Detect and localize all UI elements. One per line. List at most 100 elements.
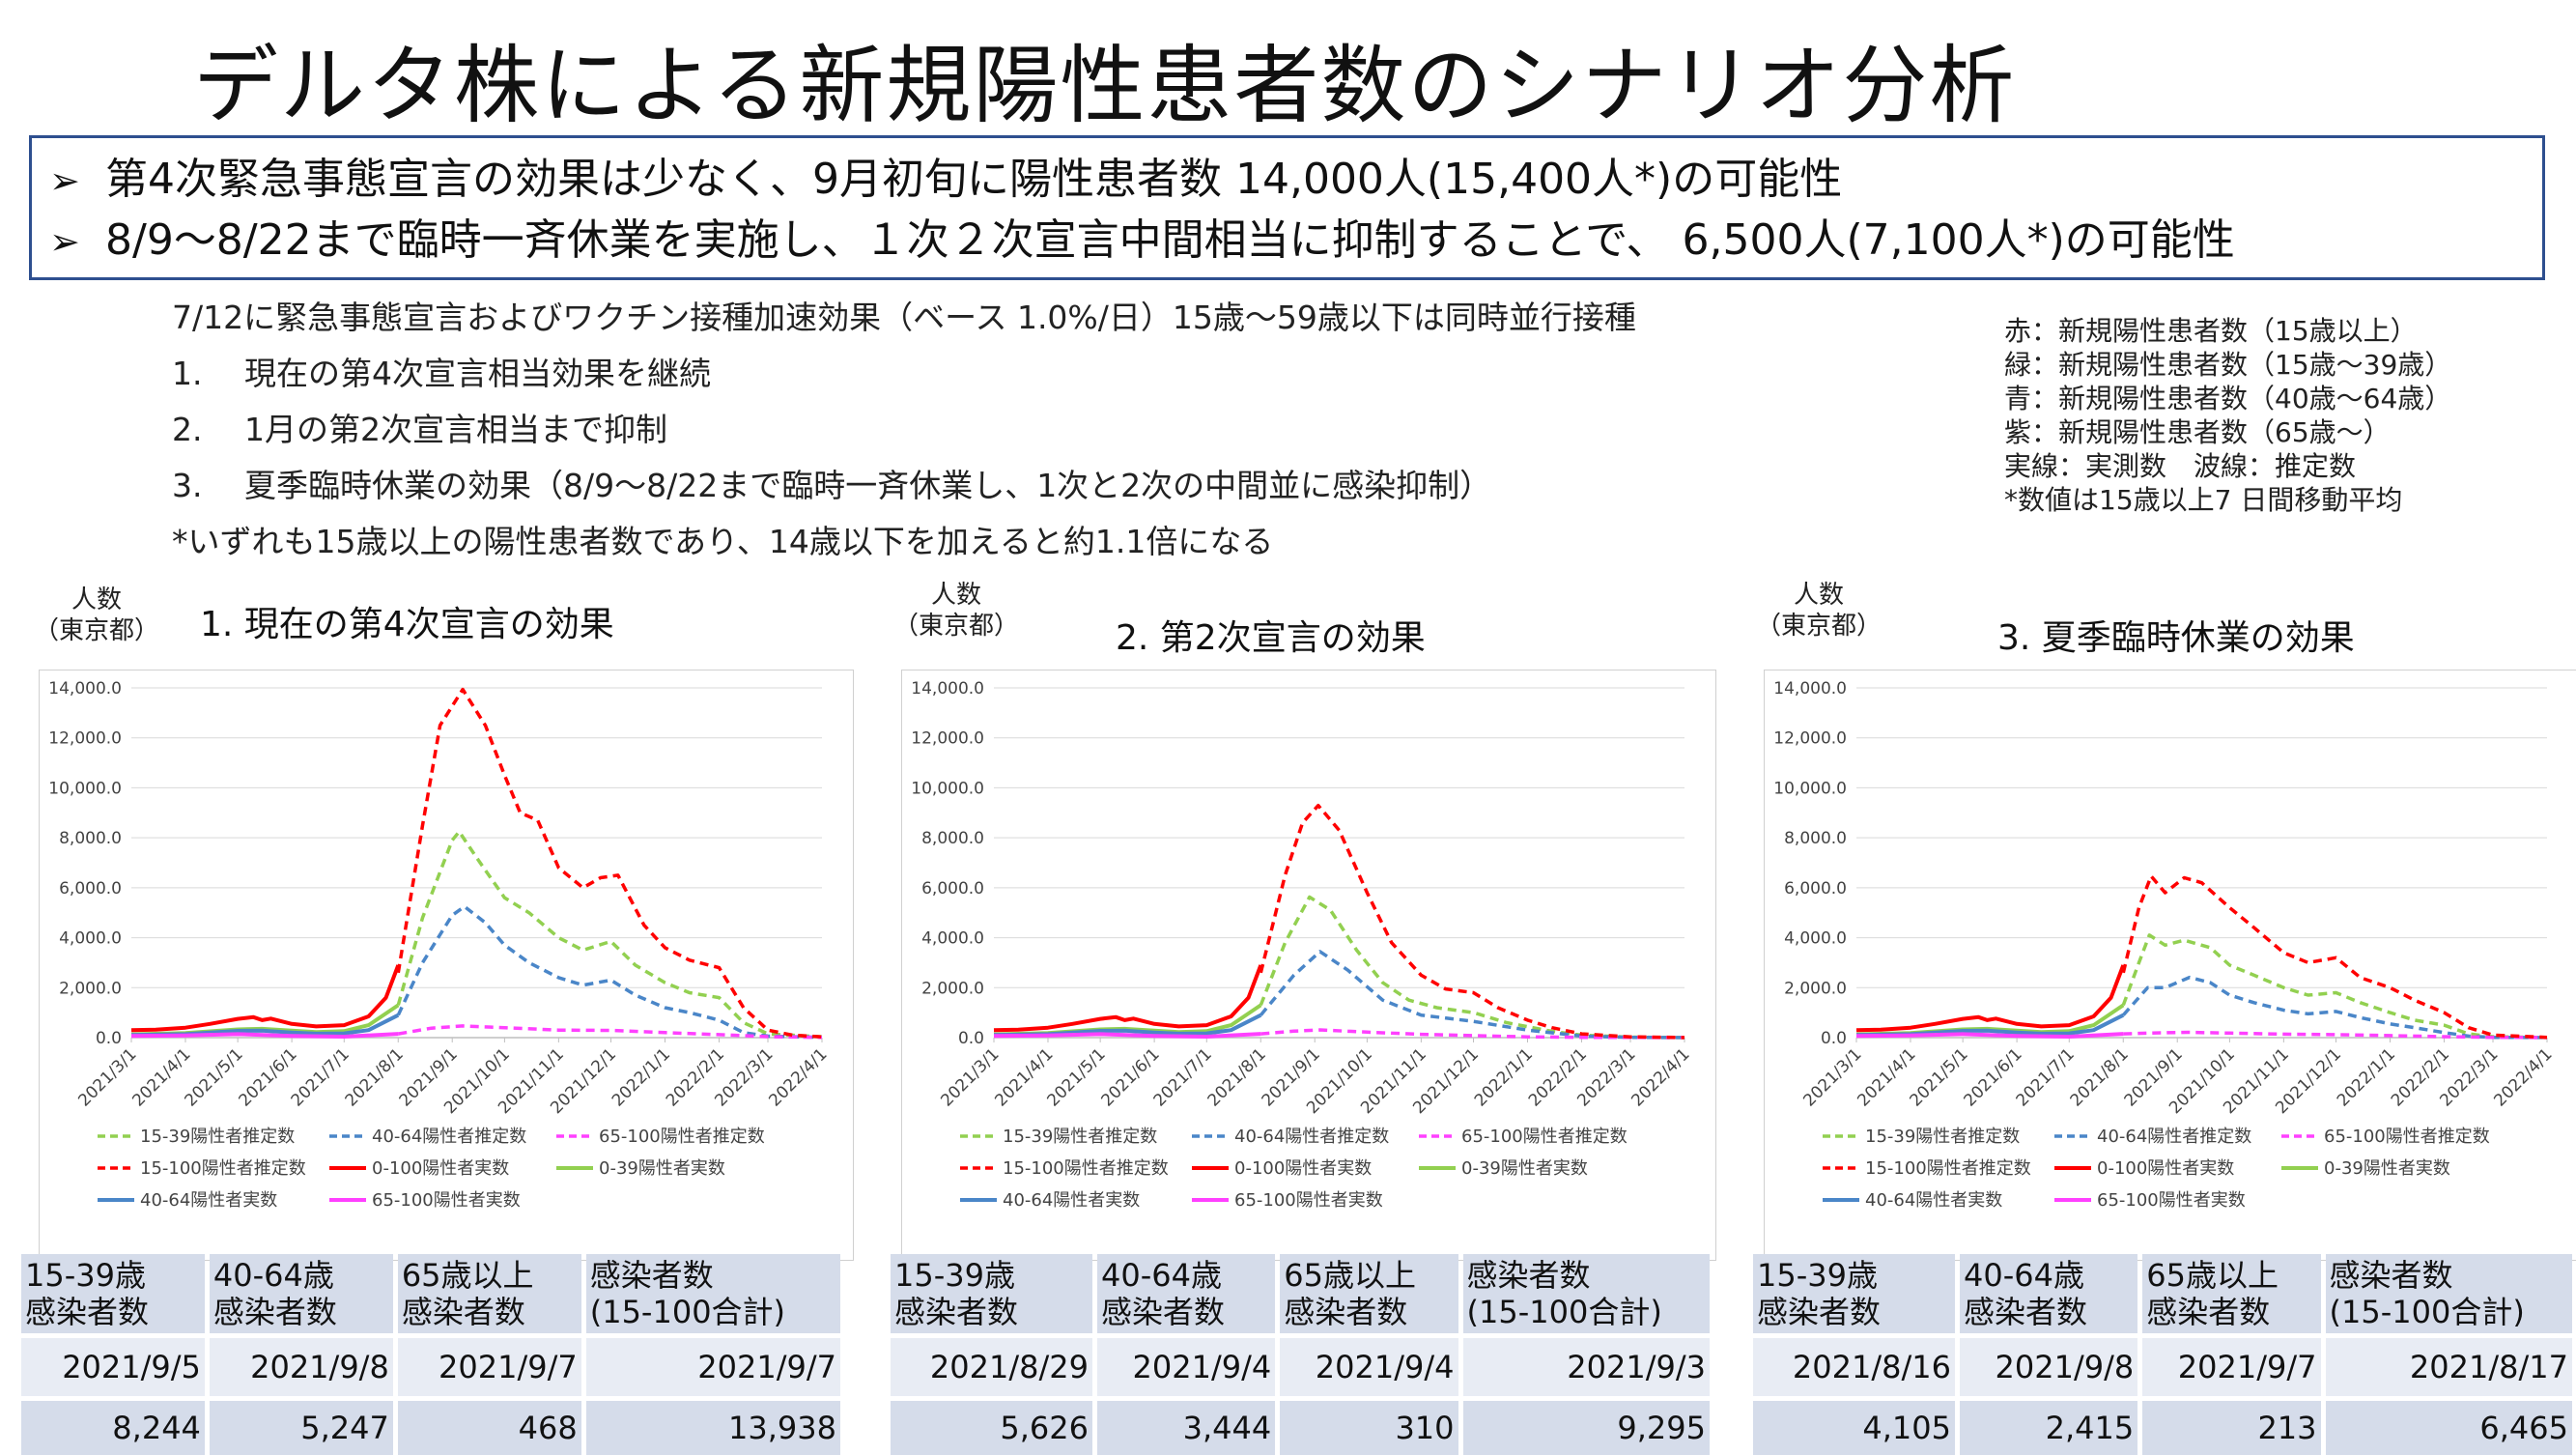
x-tick-label: 2021/5/1 bbox=[1044, 1044, 1110, 1110]
series-line bbox=[130, 964, 401, 1033]
legend-label: 65-100陽性者実数 bbox=[1234, 1190, 1383, 1211]
line-chart: 0.0 2,000.0 4,000.0 6,000.0 8,000.0 10,000.0 1… bbox=[1773, 679, 2556, 1211]
table-value-row: 5,626 3,444 310 9,295 bbox=[891, 1401, 1710, 1455]
header-line: 感染者数 bbox=[1963, 1294, 2087, 1330]
x-tick-label: 2022/1/1 bbox=[1471, 1044, 1537, 1110]
y-tick-label: 8,000.0 bbox=[921, 829, 984, 848]
header-line: 感染者数 bbox=[401, 1294, 525, 1330]
table-header-row: 15-39歳 感染者数 40-64歳 感染者数 65歳以上 感染者数 感染者数 (15-100… bbox=[1753, 1254, 2572, 1333]
scenario-panel-3: 人数 （東京都） 3. 夏季臨時休業の効果 0.0 2,000.0 4,000.0 6… bbox=[1753, 575, 2576, 1455]
peak-value-cell: 4,105 bbox=[1753, 1401, 1955, 1455]
peak-date-cell: 2021/9/4 bbox=[1280, 1338, 1458, 1396]
table-header-cell: 40-64歳 感染者数 bbox=[209, 1254, 393, 1333]
series-line bbox=[396, 687, 823, 1039]
legend-label: 0-39陽性者実数 bbox=[599, 1158, 725, 1179]
legend-label: 65-100陽性者実数 bbox=[372, 1190, 521, 1211]
table-date-row: 2021/9/5 2021/9/8 2021/9/7 2021/9/7 bbox=[21, 1338, 840, 1396]
table-date-row: 2021/8/16 2021/9/8 2021/9/7 2021/8/17 bbox=[1753, 1338, 2572, 1396]
peak-date-cell: 2021/9/7 bbox=[585, 1338, 840, 1396]
x-tick-label: 2021/3/1 bbox=[937, 1044, 1003, 1110]
y-tick-label: 6,000.0 bbox=[59, 879, 122, 899]
legend-label: 0-100陽性者実数 bbox=[1234, 1158, 1372, 1179]
x-tick-label: 2021/7/1 bbox=[1150, 1044, 1216, 1110]
table-header-cell: 感染者数 (15-100合計) bbox=[2325, 1254, 2572, 1333]
legend-label: 40-64陽性者推定数 bbox=[1234, 1127, 1389, 1147]
summary-text-1: 第4次緊急事態宣言の効果は少なく、9月初旬に陽性患者数 14,000人(15,4… bbox=[105, 155, 1843, 204]
legend-note-line: *数値は15歳以上7 日間移動平均 bbox=[2004, 484, 2403, 516]
y-tick-label: 10,000.0 bbox=[48, 779, 122, 798]
peak-value-cell: 5,626 bbox=[891, 1401, 1092, 1455]
table-header-cell: 感染者数 (15-100合計) bbox=[1462, 1254, 1710, 1333]
legend-note-line: 赤：新規陽性患者数（15歳以上） bbox=[2004, 315, 2418, 347]
unit-label-line: 人数 bbox=[930, 581, 981, 610]
peak-value-cell: 5,247 bbox=[209, 1401, 393, 1455]
peak-date-cell: 2021/9/3 bbox=[1462, 1338, 1710, 1396]
series-line bbox=[1855, 1032, 2124, 1039]
x-tick-label: 2022/1/1 bbox=[609, 1044, 674, 1110]
unit-label-line: （東京都） bbox=[893, 612, 1020, 641]
series-line bbox=[1855, 964, 2126, 1033]
table-header-cell: 15-39歳 感染者数 bbox=[1753, 1254, 1955, 1333]
x-tick-label: 2021/8/1 bbox=[2067, 1044, 2133, 1110]
x-tick-label: 2021/5/1 bbox=[182, 1044, 247, 1110]
series-line bbox=[2121, 933, 2548, 1040]
peak-date-cell: 2021/9/7 bbox=[397, 1338, 581, 1396]
peak-date-cell: 2021/9/4 bbox=[1096, 1338, 1276, 1396]
peak-date-cell: 2021/8/17 bbox=[2325, 1338, 2572, 1396]
y-tick-label: 0.0 bbox=[96, 1029, 122, 1048]
series-line bbox=[2121, 874, 2548, 1040]
peak-table: 15-39歳 感染者数 40-64歳 感染者数 65歳以上 感染者数 感染者数 (15-100… bbox=[1748, 1254, 2576, 1455]
unit-label: 人数 （東京都） bbox=[893, 580, 1019, 642]
legend-label: 65-100陽性者実数 bbox=[2097, 1190, 2246, 1211]
header-line: 65歳以上 bbox=[1284, 1257, 1416, 1294]
unit-label-line: 人数 bbox=[71, 585, 122, 614]
chart-frame: 0.0 2,000.0 4,000.0 6,000.0 8,000.0 10,000.0 1… bbox=[901, 670, 1716, 1261]
unit-label-line: （東京都） bbox=[1756, 612, 1882, 641]
peak-value-cell: 13,938 bbox=[585, 1401, 840, 1455]
table-header-cell: 65歳以上 感染者数 bbox=[397, 1254, 581, 1333]
table-header-cell: 15-39歳 感染者数 bbox=[891, 1254, 1092, 1333]
y-tick-label: 2,000.0 bbox=[59, 979, 122, 998]
header-line: 感染者数 bbox=[2146, 1294, 2271, 1330]
header-line: 感染者数 bbox=[2329, 1257, 2453, 1294]
peak-value-cell: 2,415 bbox=[1959, 1401, 2138, 1455]
legend-label: 40-64陽性者実数 bbox=[1003, 1190, 1140, 1211]
header-line: 感染者数 bbox=[25, 1294, 150, 1330]
header-line: 65歳以上 bbox=[401, 1257, 534, 1294]
chart-frame: 0.0 2,000.0 4,000.0 6,000.0 8,000.0 10,000.0 1… bbox=[39, 670, 854, 1261]
series-line bbox=[993, 964, 1263, 1033]
x-tick-label: 2022/4/1 bbox=[2490, 1044, 2556, 1110]
peak-table: 15-39歳 感染者数 40-64歳 感染者数 65歳以上 感染者数 感染者数 (15-100… bbox=[16, 1254, 845, 1455]
series-line bbox=[396, 830, 823, 1039]
condition-line: *いずれも15歳以上の陽性患者数であり、14歳以下を加えると約1.1倍になる bbox=[172, 523, 1274, 560]
x-tick-label: 2021/8/1 bbox=[342, 1044, 408, 1110]
y-tick-label: 10,000.0 bbox=[911, 779, 984, 798]
x-tick-label: 2021/7/1 bbox=[288, 1044, 354, 1110]
y-tick-label: 12,000.0 bbox=[911, 729, 984, 749]
peak-date-cell: 2021/9/7 bbox=[2142, 1338, 2321, 1396]
chart-frame: 0.0 2,000.0 4,000.0 6,000.0 8,000.0 10,000.0 1… bbox=[1764, 670, 2576, 1261]
series-line bbox=[1259, 950, 1685, 1040]
series-line bbox=[993, 1032, 1261, 1039]
header-line: 感染者数 bbox=[1466, 1257, 1591, 1294]
condition-line: 3. 夏季臨時休業の効果（8/9～8/22まで臨時一斉休業し、1次と2次の中間並… bbox=[172, 467, 1492, 504]
y-tick-label: 8,000.0 bbox=[59, 829, 122, 848]
arrow-bullet-icon: ➢ bbox=[49, 159, 80, 202]
arrow-bullet-icon: ➢ bbox=[49, 220, 80, 263]
table-header-cell: 40-64歳 感染者数 bbox=[1959, 1254, 2138, 1333]
table-value-row: 8,244 5,247 468 13,938 bbox=[21, 1401, 840, 1455]
header-line: 65歳以上 bbox=[2146, 1257, 2279, 1294]
header-line: 15-39歳 bbox=[25, 1257, 146, 1294]
legend-label: 65-100陽性者推定数 bbox=[599, 1127, 765, 1147]
legend-label: 15-39陽性者推定数 bbox=[1003, 1127, 1157, 1147]
legend-label: 15-100陽性者推定数 bbox=[1003, 1158, 1169, 1179]
table-header-row: 15-39歳 感染者数 40-64歳 感染者数 65歳以上 感染者数 感染者数 (15-100… bbox=[21, 1254, 840, 1333]
peak-value-cell: 468 bbox=[397, 1401, 581, 1455]
summary-text-2: 8/9～8/22まで臨時一斉休業を実施し、１次２次宣言中間相当に抑制することで、… bbox=[105, 215, 2235, 265]
legend-note-line: 実線：実測数 波線：推定数 bbox=[2004, 450, 2357, 482]
y-tick-label: 6,000.0 bbox=[1784, 879, 1847, 899]
condition-line: 1. 現在の第4次宣言相当効果を継続 bbox=[172, 355, 711, 392]
legend-label: 40-64陽性者実数 bbox=[1865, 1190, 2002, 1211]
x-tick-label: 2021/7/1 bbox=[2013, 1044, 2079, 1110]
header-line: 40-64歳 bbox=[212, 1257, 334, 1294]
